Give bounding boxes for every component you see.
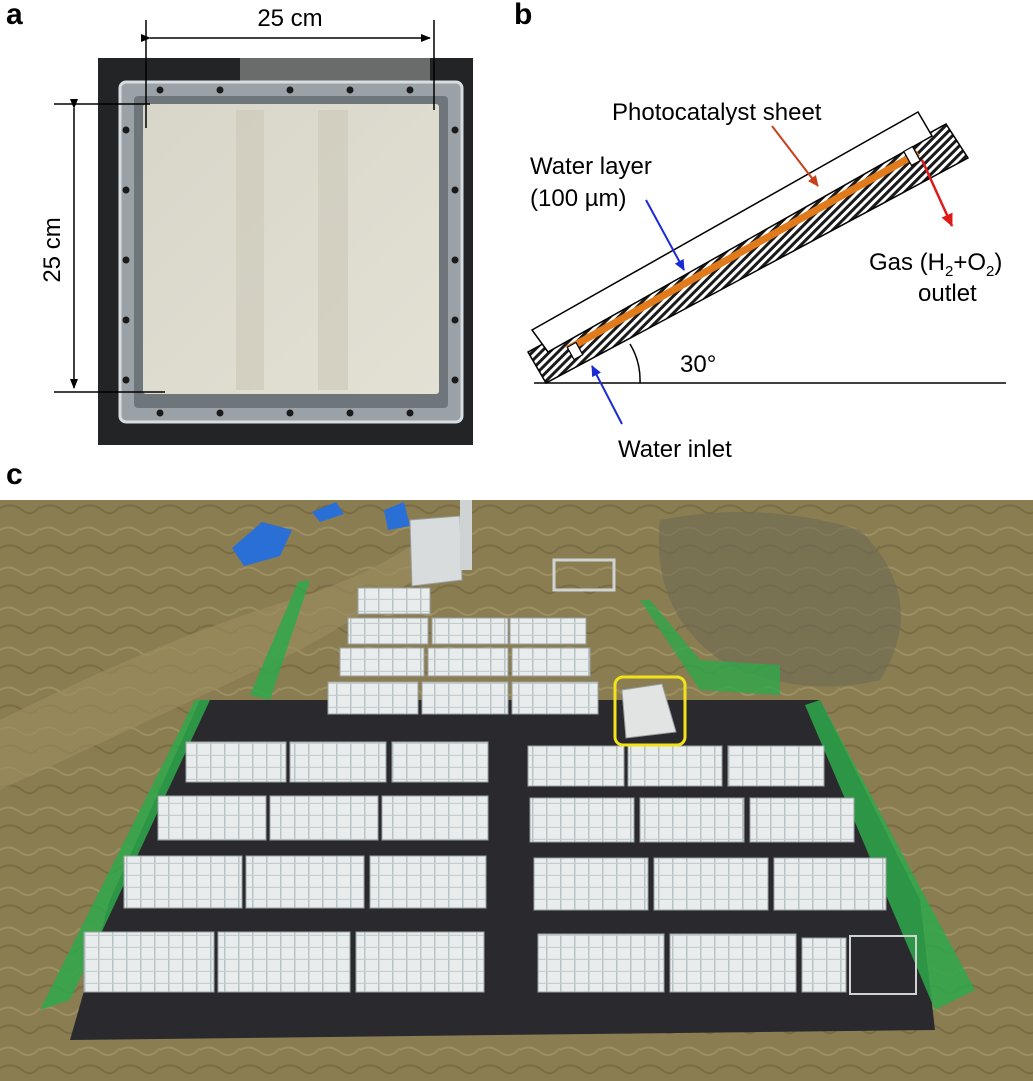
panel-shade-left <box>236 110 264 390</box>
panel-unit <box>355 931 485 993</box>
panel-shade-right <box>318 110 348 390</box>
panel-unit <box>511 647 591 677</box>
dirt-track <box>0 540 470 790</box>
panel-unit <box>347 617 429 645</box>
panel-unit <box>639 797 745 843</box>
outlet-port <box>902 145 922 167</box>
panel-unit <box>533 857 649 911</box>
panel-unit <box>749 797 855 843</box>
panel-unit <box>653 857 769 911</box>
panel-unit <box>289 741 387 783</box>
angle-arc <box>629 343 641 384</box>
right-back-fence <box>640 600 780 695</box>
width-label: 25 cm <box>257 5 322 32</box>
panel-unit <box>391 741 489 783</box>
panel-unit <box>269 795 379 841</box>
water-layer-label-line2: (100 µm) <box>530 185 627 212</box>
panel-array <box>83 587 887 993</box>
panel-unit <box>381 795 489 841</box>
panel-unit <box>727 745 825 787</box>
equipment-pole <box>460 500 472 570</box>
sheet-arrow <box>771 125 819 187</box>
panel-unit <box>327 681 419 715</box>
panel-b: 30° Photocatalyst sheet Water layer (100… <box>526 99 1006 463</box>
panel-a-letter: a <box>6 0 23 31</box>
frame-bolts <box>122 86 459 417</box>
blue-tarp-3 <box>384 502 410 530</box>
inlet-arrow <box>591 365 623 425</box>
left-back-fence <box>250 580 310 700</box>
panel-unit <box>185 741 287 783</box>
panel-unit <box>527 745 625 787</box>
gas-outlet-label: Gas (H2+O2) <box>869 249 1002 280</box>
panel-unit <box>511 681 599 715</box>
glass-cover <box>530 110 934 353</box>
equipment-shed <box>409 515 463 587</box>
panel-unit <box>217 931 351 993</box>
photocatalyst-panel <box>143 104 439 394</box>
panel-unit <box>627 745 723 787</box>
panel-unit <box>339 647 425 677</box>
panel-unit <box>245 855 365 909</box>
empty-frame <box>849 935 917 995</box>
panel-unit <box>357 587 431 615</box>
right-fence <box>805 700 975 1010</box>
panel-unit <box>529 797 635 843</box>
angle-label: 30° <box>680 351 716 378</box>
panel-a: 25 cm 25 cm <box>39 5 473 445</box>
inlet-label: Water inlet <box>618 436 732 463</box>
panel-unit <box>83 931 215 993</box>
gas-outlet-arrow <box>920 159 954 227</box>
left-fence <box>40 700 210 1010</box>
gas-collection-box <box>621 683 677 739</box>
panel-unit <box>369 855 487 909</box>
outlet-label: outlet <box>918 280 977 307</box>
inlet-port <box>566 341 584 361</box>
panel-unit <box>801 937 847 993</box>
panel-b-letter: b <box>514 0 533 31</box>
panel-unit <box>509 617 587 645</box>
blue-tarp-1 <box>232 522 292 566</box>
test-frame <box>552 558 616 592</box>
height-label: 25 cm <box>39 217 66 282</box>
panel-unit <box>421 681 509 715</box>
water-layer-label-line1: Water layer <box>530 153 652 180</box>
highlight-box <box>613 675 687 747</box>
panel-c <box>0 500 1033 1081</box>
panel-unit <box>773 857 887 911</box>
water-layer-arrow <box>645 199 685 271</box>
panel-c-letter: c <box>6 458 23 491</box>
photocatalyst-sheet <box>566 150 920 352</box>
panel-unit <box>669 933 797 993</box>
panel-unit <box>157 795 267 841</box>
blue-tarp-2 <box>312 502 344 522</box>
sheet-label: Photocatalyst sheet <box>612 99 822 126</box>
panel-unit <box>123 855 243 909</box>
panel-unit <box>431 617 509 645</box>
tree <box>658 512 901 687</box>
panel-unit <box>427 647 509 677</box>
panel-unit <box>537 933 665 993</box>
